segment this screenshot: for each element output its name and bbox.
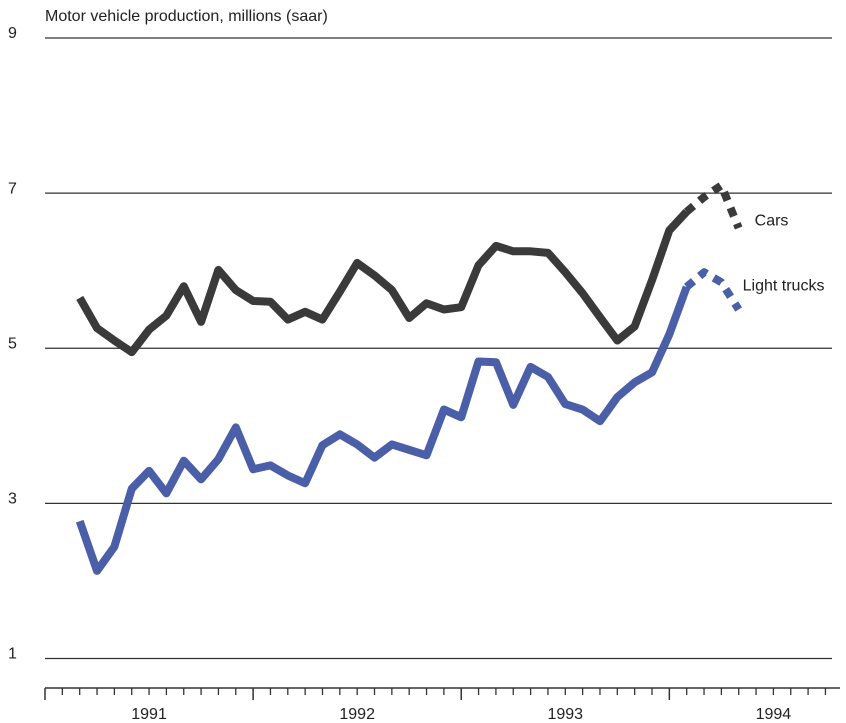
series-line — [76, 209, 690, 357]
x-tick-label: 1992 — [339, 706, 375, 723]
series-label: Cars — [755, 212, 789, 229]
y-tick-label: 1 — [8, 646, 17, 663]
x-tick-label: 1991 — [131, 706, 167, 723]
projection-line — [684, 268, 743, 312]
series-label: Light trucks — [743, 278, 825, 295]
chart-title: Motor vehicle production, millions (saar… — [45, 8, 328, 25]
y-tick-label: 5 — [8, 335, 17, 352]
series-line — [75, 285, 691, 575]
x-tick-label: 1993 — [547, 706, 583, 723]
x-tick-label: 1994 — [756, 706, 792, 723]
y-tick-label: 3 — [8, 491, 17, 508]
y-tick-label: 7 — [8, 180, 17, 197]
y-tick-label: 9 — [8, 25, 17, 42]
projection-line — [684, 181, 743, 230]
